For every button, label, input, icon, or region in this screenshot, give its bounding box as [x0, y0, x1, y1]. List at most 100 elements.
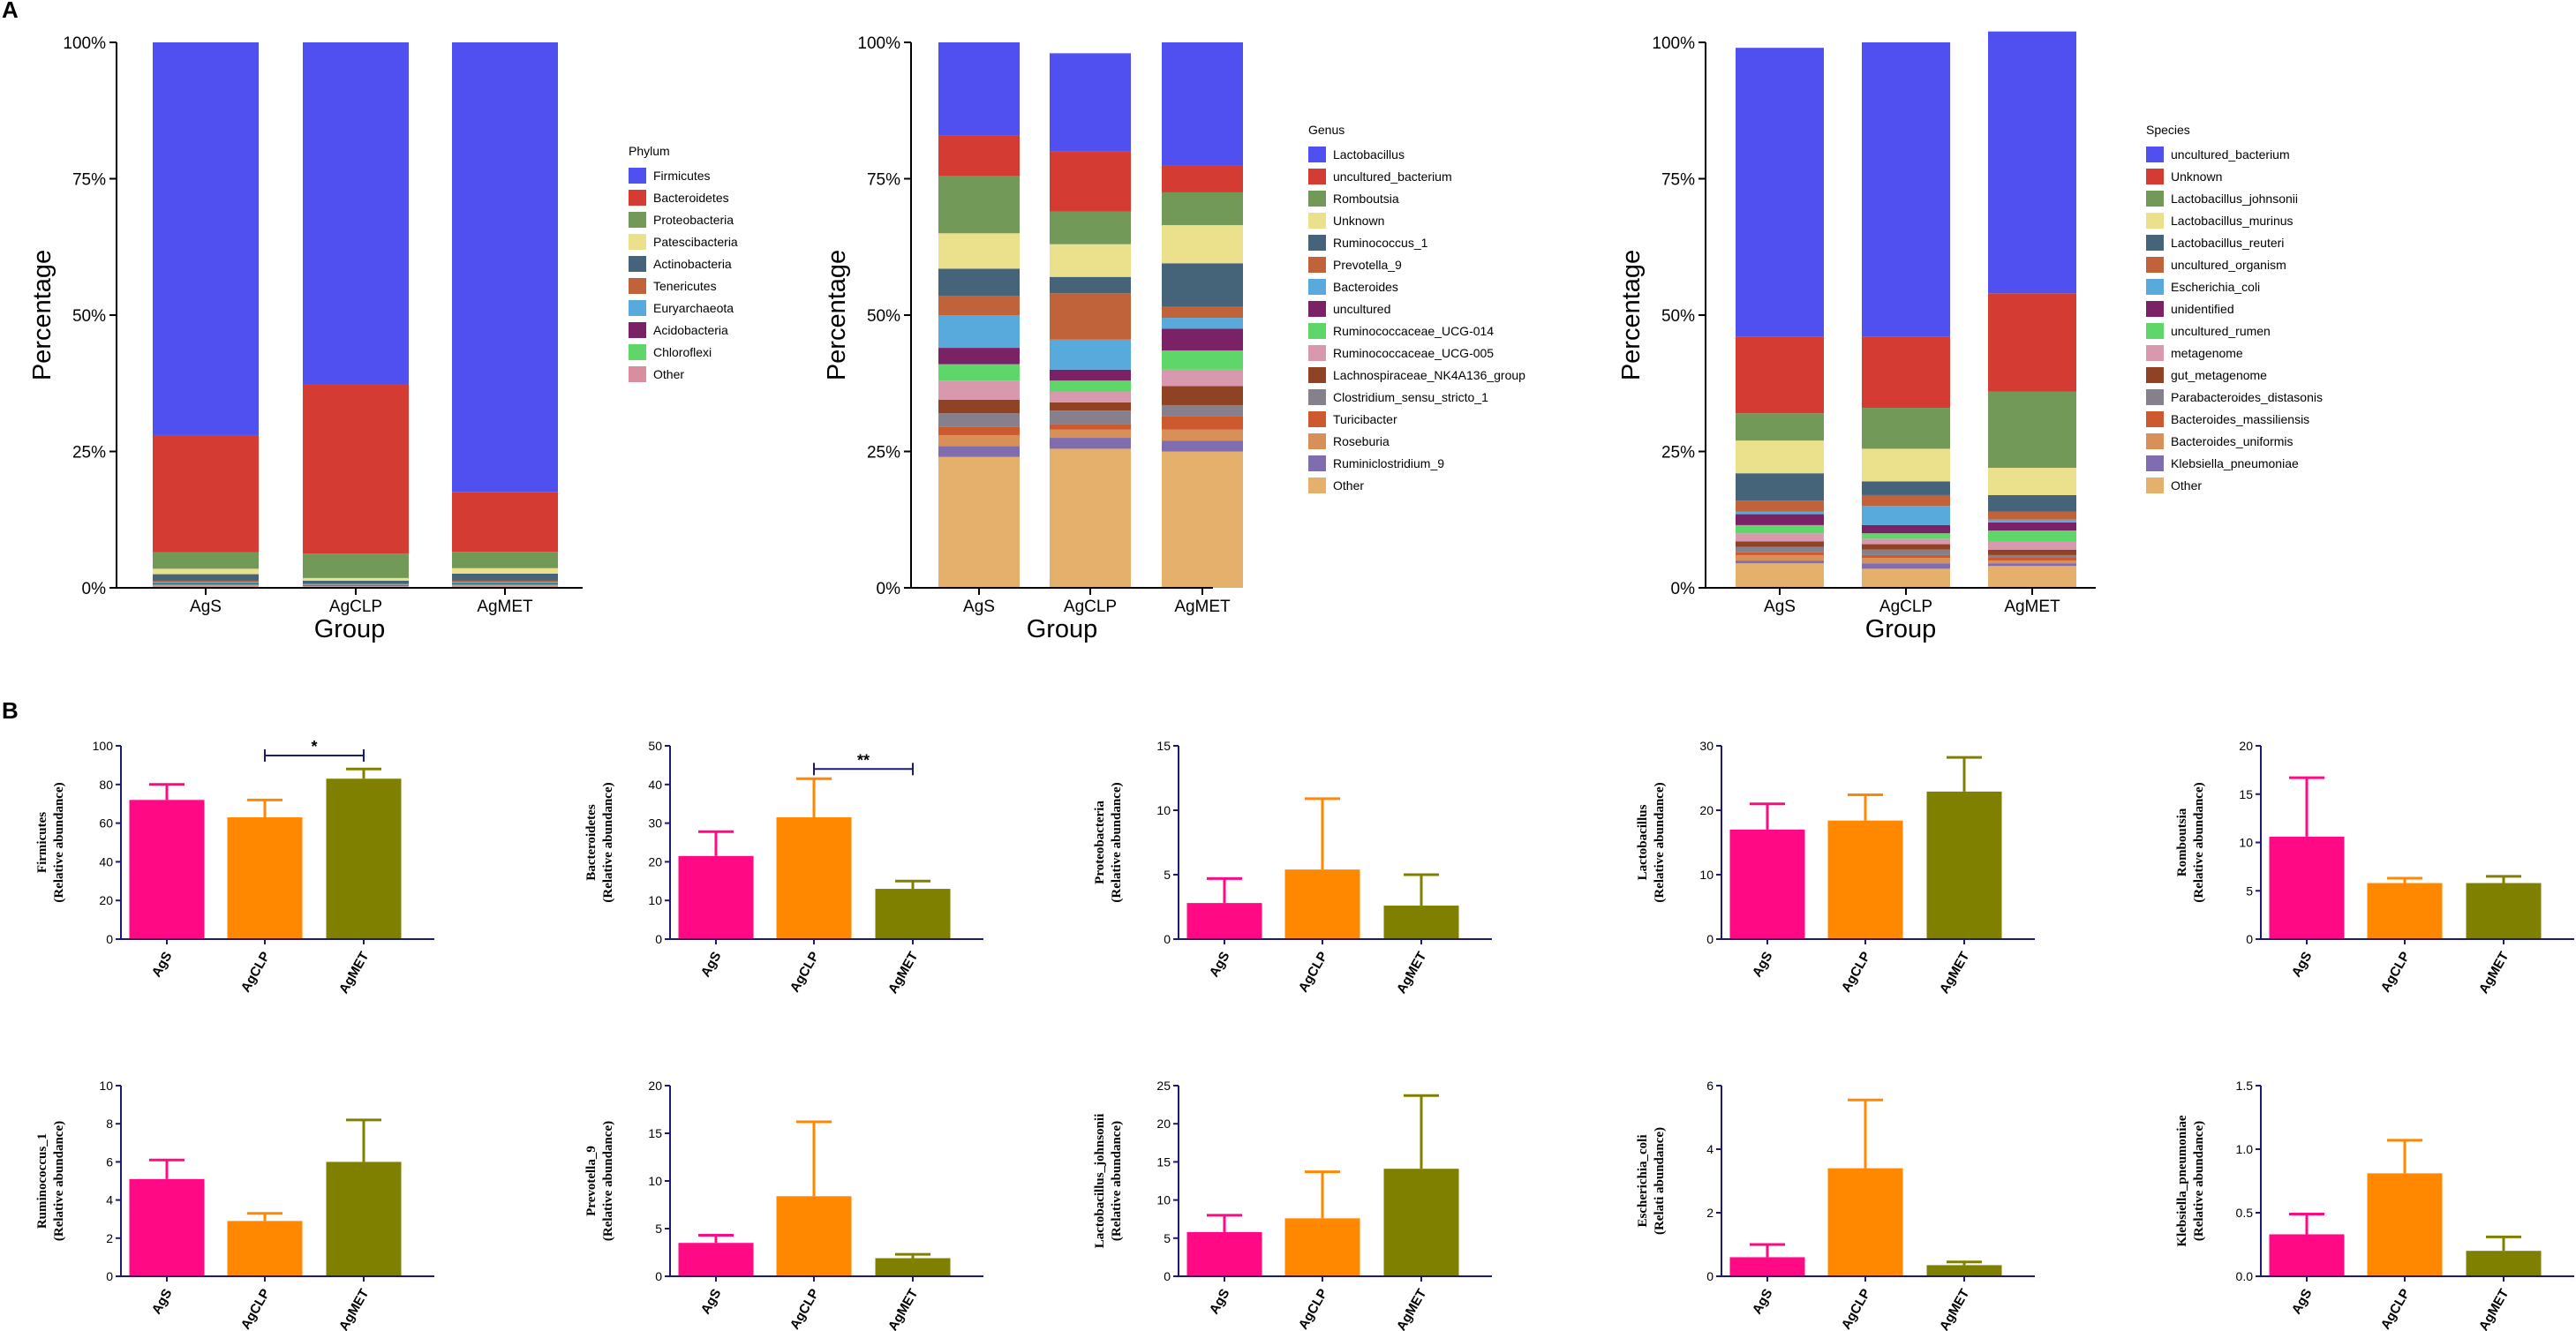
- legend-entry: gut_metagenome: [2171, 368, 2267, 382]
- legend-entry: Other: [2171, 478, 2202, 493]
- x-tick-label: AgS: [1207, 950, 1233, 980]
- abundance-chart-7: 0 5 10 15 20 AgS AgCLP AgMET Prevotella_9 (Relati…: [584, 1079, 983, 1331]
- bar-segment: [938, 176, 1020, 234]
- y-tick-label: 0: [655, 1269, 662, 1283]
- x-tick-label: AgMET: [2476, 950, 2512, 996]
- legend-entry: Lactobacillus_johnsonii: [2171, 192, 2298, 206]
- bar-segment: [1736, 533, 1824, 542]
- y-tick-label: 25%: [72, 444, 106, 462]
- x-tick-label: AgCLP: [238, 1287, 274, 1331]
- x-tick-label: AgS: [1750, 1287, 1776, 1317]
- x-axis-title: Group: [1027, 615, 1098, 643]
- legend-swatch: [629, 344, 646, 360]
- x-tick-label: AgMET: [885, 950, 922, 996]
- y-axis-title: Percentage: [28, 250, 56, 380]
- y-tick-label: 5: [2246, 884, 2253, 898]
- y-tick-label: 75%: [1661, 171, 1695, 190]
- bar-segment: [303, 584, 409, 586]
- bar-segment: [1162, 416, 1243, 430]
- y-axis-title: Proteobacteria (Relative abundance): [1093, 782, 1124, 902]
- legend-entry: Lactobacillus: [1333, 147, 1405, 162]
- x-tick-label: AgMET: [1937, 950, 1973, 996]
- x-tick-label: AgS: [149, 950, 176, 980]
- bar: [2466, 883, 2542, 939]
- bar: [1729, 1257, 1805, 1276]
- bar-segment: [1162, 451, 1243, 588]
- bar-segment: [1862, 336, 1950, 409]
- bar: [1827, 1168, 1903, 1276]
- bar: [227, 817, 303, 939]
- bar-segment: [1162, 165, 1243, 192]
- bar-segment: [938, 434, 1020, 447]
- legend-entry: uncultured_rumen: [2171, 324, 2271, 338]
- bar-segment: [1736, 511, 1824, 515]
- bar-segment: [1862, 494, 1950, 507]
- bar: [2367, 1173, 2443, 1276]
- y-tick-label: 100%: [857, 34, 900, 53]
- legend-entry: uncultured_bacterium: [1333, 169, 1452, 184]
- bar-segment: [1050, 211, 1131, 244]
- bar: [2269, 836, 2345, 939]
- charts-container: 0%25%50%75%100%AgS AgCLP AgMETGroupPercent…: [28, 31, 2574, 1331]
- bar: [1926, 1265, 2002, 1276]
- bar: [326, 778, 402, 939]
- bar-segment: [452, 568, 558, 574]
- y-tick-label: 80: [99, 778, 113, 792]
- x-tick-label: AgMET: [336, 1287, 373, 1331]
- bar-segment: [938, 348, 1020, 365]
- x-axis-title: Group: [314, 615, 386, 643]
- bar: [1926, 791, 2002, 939]
- y-tick-label: 0%: [877, 580, 901, 598]
- y-tick-label: 4: [1706, 1142, 1714, 1156]
- legend-entry: Ruminiclostridium_9: [1333, 456, 1444, 470]
- bar: [1729, 829, 1805, 939]
- bar-segment: [938, 296, 1020, 315]
- y-tick-label: 5: [1164, 868, 1171, 882]
- y-tick-label: 20: [648, 854, 662, 869]
- bar-segment: [153, 574, 259, 581]
- y-tick-label: 100%: [63, 34, 106, 53]
- y-tick-label: 20: [2239, 739, 2253, 753]
- legend-swatch: [1308, 455, 1326, 471]
- bar-segment: [938, 399, 1020, 414]
- legend-swatch: [2146, 279, 2164, 295]
- bar-segment: [1736, 524, 1824, 534]
- bar-segment: [452, 552, 558, 568]
- bar-segment: [938, 426, 1020, 435]
- y-axis-title-sub: (Relative abundance): [1653, 782, 1667, 902]
- legend-swatch: [2146, 455, 2164, 471]
- bar-segment: [303, 580, 409, 584]
- y-tick-label: 15: [1156, 739, 1171, 753]
- significance-label: **: [857, 751, 870, 769]
- bar-segment: [1162, 306, 1243, 319]
- legend-swatch: [1308, 235, 1326, 251]
- legend-entry: Lachnospiraceae_NK4A136_group: [1333, 368, 1525, 382]
- bar-segment: [938, 315, 1020, 349]
- bar-segment: [1162, 440, 1243, 452]
- y-axis-title: Percentage: [1617, 250, 1646, 380]
- bar-segment: [1736, 48, 1824, 337]
- y-axis-title-name: Bacteroidetes: [584, 804, 599, 881]
- legend-entry: Bacteroides_massiliensis: [2171, 412, 2309, 426]
- bar-segment: [1862, 506, 1950, 525]
- x-tick-label: AgS: [1207, 1287, 1233, 1317]
- abundance-chart-3: 0 5 10 15 AgS AgCLP AgMET Proteobacteria (Relati…: [1093, 739, 1492, 996]
- legend-entry: Chloroflexi: [653, 345, 712, 359]
- y-axis-title-name: Klebsiella_pneumoniae: [2175, 1115, 2189, 1247]
- y-axis-title-sub: (Relative abundance): [1110, 1121, 1124, 1241]
- bar-segment: [1736, 552, 1824, 555]
- y-tick-label: 15: [648, 1126, 662, 1140]
- legend-swatch: [1308, 213, 1326, 229]
- legend-entry: Other: [1333, 478, 1364, 493]
- legend-entry: Bacteroides_uniformis: [2171, 434, 2294, 448]
- bar-segment: [1988, 554, 2076, 559]
- legend-swatch: [2146, 367, 2164, 383]
- y-axis-title: Lactobacillus_johnsonii (Relative abundan…: [1093, 1114, 1124, 1249]
- x-tick-label: AgCLP: [2378, 1287, 2414, 1331]
- x-tick-label: AgCLP: [238, 950, 274, 996]
- y-axis-title: Lactobacillus (Relative abundance): [1636, 782, 1667, 902]
- legend-swatch: [1308, 389, 1326, 405]
- abundance-chart-2: 0 10 20 30 40 50 AgS AgCLP AgMET Bacteroidetes (Re…: [584, 739, 983, 996]
- legend-swatch: [2146, 257, 2164, 273]
- bar-segment: [1050, 438, 1131, 449]
